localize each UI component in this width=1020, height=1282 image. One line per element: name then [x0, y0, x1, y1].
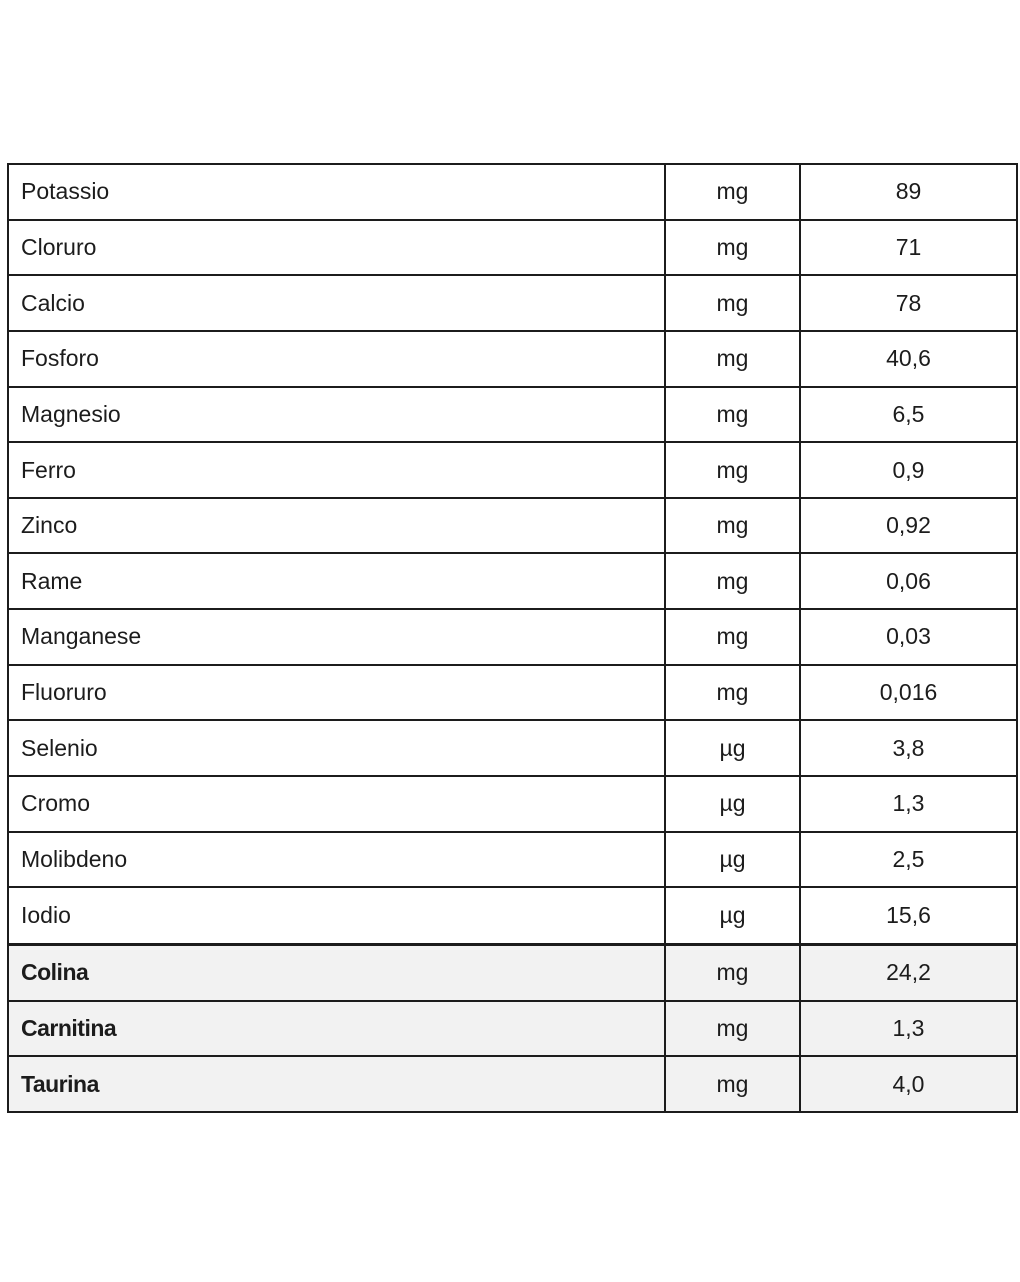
unit-cell: µg: [664, 886, 801, 945]
unit-cell: mg: [664, 329, 801, 388]
nutrient-name-cell: Potassio: [7, 163, 666, 221]
unit-cell: mg: [664, 385, 801, 444]
table-row: Selenio µg 3,8: [7, 719, 1018, 778]
table-row: Fluoruro mg 0,016: [7, 663, 1018, 722]
nutrient-name-cell: Carnitina: [7, 999, 666, 1058]
value-cell: 89: [799, 163, 1018, 221]
value-cell: 1,3: [799, 999, 1018, 1058]
value-cell: 40,6: [799, 329, 1018, 388]
nutrient-name-cell: Calcio: [7, 274, 666, 332]
unit-cell: mg: [664, 163, 801, 221]
nutrient-name-cell: Molibdeno: [7, 830, 666, 889]
unit-cell: mg: [664, 218, 801, 277]
unit-cell: mg: [664, 441, 801, 499]
value-cell: 15,6: [799, 886, 1018, 945]
value-cell: 1,3: [799, 775, 1018, 833]
nutrient-name-cell: Manganese: [7, 608, 666, 666]
value-cell: 24,2: [799, 942, 1018, 1002]
table-row: Rame mg 0,06: [7, 552, 1018, 611]
table-row: Cloruro mg 71: [7, 218, 1018, 277]
nutrient-name-cell: Zinco: [7, 496, 666, 555]
table-row: Fosforo mg 40,6: [7, 329, 1018, 388]
nutrient-name-cell: Selenio: [7, 719, 666, 778]
unit-cell: mg: [664, 942, 801, 1002]
nutrient-name-cell: Cloruro: [7, 218, 666, 277]
unit-cell: mg: [664, 552, 801, 611]
value-cell: 78: [799, 274, 1018, 332]
nutrient-name-cell: Iodio: [7, 886, 666, 945]
unit-cell: mg: [664, 608, 801, 666]
unit-cell: mg: [664, 496, 801, 555]
value-cell: 0,03: [799, 608, 1018, 666]
nutrient-name-cell: Colina: [7, 942, 666, 1002]
table-row: Colina mg 24,2: [7, 942, 1018, 1002]
unit-cell: µg: [664, 830, 801, 889]
table-row: Taurina mg 4,0: [7, 1055, 1018, 1113]
value-cell: 0,92: [799, 496, 1018, 555]
nutrition-table-body: Potassio mg 89 Cloruro mg 71 Calcio mg 78 Fosforo…: [7, 163, 1018, 1113]
nutrient-name-cell: Rame: [7, 552, 666, 611]
value-cell: 0,9: [799, 441, 1018, 499]
table-row: Carnitina mg 1,3: [7, 999, 1018, 1058]
unit-cell: mg: [664, 1055, 801, 1113]
value-cell: 2,5: [799, 830, 1018, 889]
nutrient-name-cell: Taurina: [7, 1055, 666, 1113]
unit-cell: µg: [664, 775, 801, 833]
table-row: Ferro mg 0,9: [7, 441, 1018, 499]
unit-cell: mg: [664, 999, 801, 1058]
nutrient-name-cell: Cromo: [7, 775, 666, 833]
nutrient-name-cell: Magnesio: [7, 385, 666, 444]
table-row: Magnesio mg 6,5: [7, 385, 1018, 444]
table-row: Potassio mg 89: [7, 163, 1018, 221]
value-cell: 6,5: [799, 385, 1018, 444]
table-row: Iodio µg 15,6: [7, 886, 1018, 945]
value-cell: 71: [799, 218, 1018, 277]
unit-cell: µg: [664, 719, 801, 778]
value-cell: 3,8: [799, 719, 1018, 778]
table-row: Cromo µg 1,3: [7, 775, 1018, 833]
table-row: Manganese mg 0,03: [7, 608, 1018, 666]
nutrition-table: Potassio mg 89 Cloruro mg 71 Calcio mg 78 Fosforo…: [7, 163, 1018, 1113]
nutrient-name-cell: Ferro: [7, 441, 666, 499]
nutrient-name-cell: Fosforo: [7, 329, 666, 388]
table-row: Calcio mg 78: [7, 274, 1018, 332]
unit-cell: mg: [664, 663, 801, 722]
table-row: Molibdeno µg 2,5: [7, 830, 1018, 889]
table-row: Zinco mg 0,92: [7, 496, 1018, 555]
value-cell: 0,016: [799, 663, 1018, 722]
unit-cell: mg: [664, 274, 801, 332]
value-cell: 4,0: [799, 1055, 1018, 1113]
nutrient-name-cell: Fluoruro: [7, 663, 666, 722]
value-cell: 0,06: [799, 552, 1018, 611]
